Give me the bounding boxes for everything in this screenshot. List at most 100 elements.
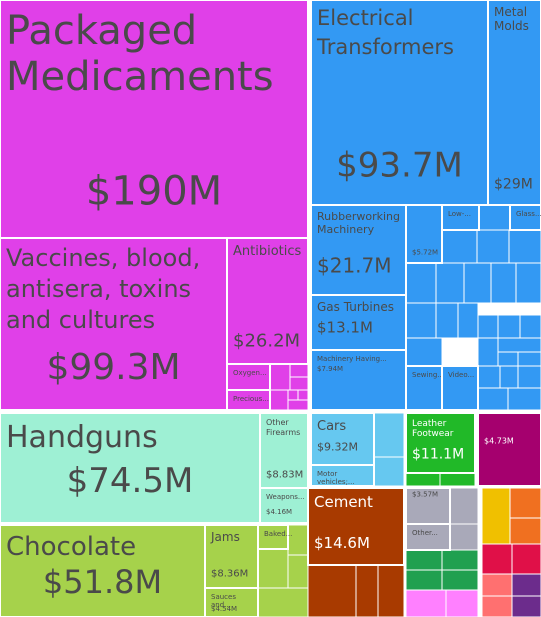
- tile-rect[interactable]: [477, 412, 541, 487]
- tile-rect[interactable]: [509, 204, 541, 231]
- small-product-tile[interactable]: [509, 517, 541, 545]
- small-product-tile[interactable]: [517, 365, 541, 389]
- small-product-tile[interactable]: [257, 587, 309, 617]
- small-product-tile[interactable]: [405, 589, 447, 617]
- tile-rect[interactable]: [405, 523, 451, 551]
- tile-leather-footwear-24[interactable]: Leather Footwear $11.1M: [405, 412, 476, 474]
- tile-rect[interactable]: [310, 464, 375, 487]
- tile-4-73m-25[interactable]: $4.73M: [477, 412, 541, 487]
- small-product-tile[interactable]: [287, 399, 309, 411]
- tile-3-57m-27[interactable]: $3.57M: [405, 487, 451, 525]
- small-product-tile[interactable]: [477, 314, 499, 339]
- small-product-tile[interactable]: [405, 549, 443, 571]
- small-product-tile[interactable]: [499, 365, 519, 389]
- tile-rect[interactable]: [405, 204, 443, 264]
- small-product-tile[interactable]: [297, 389, 309, 401]
- small-product-tile[interactable]: [405, 262, 437, 304]
- tile-electrical-transformers-5[interactable]: Electrical Transformers $93.7M: [310, 0, 489, 206]
- small-product-tile[interactable]: [289, 363, 309, 378]
- tile-handguns-15[interactable]: Handguns $74.5M: [0, 412, 261, 524]
- small-product-tile[interactable]: [449, 523, 479, 551]
- small-product-tile[interactable]: [508, 229, 541, 264]
- tile-low-9[interactable]: Low-...: [441, 204, 480, 231]
- small-product-tile[interactable]: [515, 262, 541, 304]
- tile-precious-4[interactable]: Precious...: [226, 389, 271, 411]
- small-product-tile[interactable]: [449, 487, 479, 525]
- small-product-tile[interactable]: [441, 549, 479, 571]
- tile-baked-20[interactable]: Baked...: [257, 524, 292, 550]
- small-product-tile[interactable]: [377, 564, 405, 617]
- small-product-tile[interactable]: [307, 564, 357, 617]
- small-product-tile[interactable]: [481, 595, 513, 617]
- small-product-tile[interactable]: [435, 302, 459, 339]
- small-product-tile[interactable]: [405, 337, 443, 367]
- tile-rect[interactable]: [226, 389, 271, 411]
- small-product-tile[interactable]: [478, 204, 511, 231]
- small-product-tile[interactable]: [355, 564, 379, 617]
- small-product-tile[interactable]: [517, 351, 541, 367]
- tile-rect[interactable]: [310, 412, 375, 466]
- tile-vaccines-blood-antisera-toxins-and-cultures-1[interactable]: Vaccines, blood, antisera, toxins and cult…: [0, 237, 228, 411]
- small-product-tile[interactable]: [373, 412, 405, 458]
- tile-cement-26[interactable]: Cement $14.6M: [307, 487, 405, 566]
- tile-antibiotics-2[interactable]: Antibiotics $26.2M: [226, 237, 309, 365]
- small-product-tile[interactable]: [477, 365, 501, 389]
- small-product-tile[interactable]: [269, 389, 289, 411]
- small-product-tile[interactable]: [287, 389, 299, 401]
- small-product-tile[interactable]: [287, 554, 309, 589]
- small-product-tile[interactable]: [457, 302, 479, 339]
- tile-rect[interactable]: [441, 365, 479, 411]
- small-product-tile[interactable]: [481, 487, 511, 545]
- tile-motor-vehicles-23[interactable]: Motor vehicles;...: [310, 464, 375, 487]
- tile-rect[interactable]: [0, 237, 228, 411]
- tile-rect[interactable]: [0, 412, 261, 524]
- small-product-tile[interactable]: [490, 262, 517, 304]
- small-product-tile[interactable]: [507, 387, 541, 411]
- tile-sewing-13[interactable]: Sewing...: [405, 365, 444, 411]
- small-product-tile[interactable]: [405, 472, 441, 487]
- small-product-tile[interactable]: [405, 302, 437, 339]
- tile-rect[interactable]: [204, 587, 259, 617]
- tile-machinery-having-12[interactable]: Machinery Having... $7.94M: [310, 349, 407, 411]
- tile-rect[interactable]: [307, 487, 405, 566]
- small-product-tile[interactable]: [289, 376, 309, 391]
- tile-glass-10[interactable]: Glass...: [509, 204, 541, 231]
- small-product-tile[interactable]: [269, 363, 291, 391]
- tile-rect[interactable]: [310, 204, 407, 296]
- tile-rect[interactable]: [405, 412, 476, 474]
- tile-weapons-17[interactable]: Weapons... $4.16M: [259, 487, 309, 524]
- tile-other-28[interactable]: Other...: [405, 523, 451, 551]
- small-product-tile[interactable]: [405, 569, 443, 591]
- tile-rect[interactable]: [257, 524, 289, 550]
- tile-packaged-medicaments-0[interactable]: Packaged Medicaments $190M: [0, 0, 309, 239]
- small-product-tile[interactable]: [441, 569, 479, 591]
- tile-rubberworking-machinery-7[interactable]: Rubberworking Machinery $21.7M: [310, 204, 407, 296]
- tile-5-72m-8[interactable]: $5.72M: [405, 204, 443, 264]
- small-product-tile[interactable]: [511, 573, 541, 597]
- tile-rect[interactable]: [0, 0, 309, 239]
- tile-jams-19[interactable]: Jams $8.36M: [204, 524, 259, 589]
- tile-other-firearms-16[interactable]: Other Firearms $8.83M: [259, 412, 309, 489]
- small-product-tile[interactable]: [373, 456, 405, 487]
- small-product-tile[interactable]: [511, 543, 541, 575]
- small-product-tile[interactable]: [463, 262, 492, 304]
- small-product-tile[interactable]: [519, 314, 541, 339]
- small-product-tile[interactable]: [441, 229, 478, 264]
- small-product-tile[interactable]: [509, 487, 541, 519]
- small-product-tile[interactable]: [257, 548, 289, 589]
- small-product-tile[interactable]: [481, 543, 513, 575]
- tile-rect[interactable]: [405, 365, 443, 411]
- small-product-tile[interactable]: [481, 573, 513, 597]
- small-product-tile[interactable]: [476, 229, 510, 264]
- tile-gas-turbines-11[interactable]: Gas Turbines $13.1M: [310, 294, 407, 351]
- small-product-tile[interactable]: [497, 314, 521, 339]
- small-product-tile[interactable]: [511, 595, 541, 617]
- tile-chocolate-18[interactable]: Chocolate$51.8M: [0, 524, 206, 617]
- tile-rect[interactable]: [310, 0, 489, 206]
- small-product-tile[interactable]: [477, 337, 499, 367]
- small-product-tile[interactable]: [497, 337, 541, 353]
- tile-rect[interactable]: [0, 524, 206, 617]
- tile-rect[interactable]: [259, 412, 309, 489]
- tile-oxygen-3[interactable]: Oxygen...: [226, 363, 271, 391]
- small-product-tile[interactable]: [445, 589, 479, 617]
